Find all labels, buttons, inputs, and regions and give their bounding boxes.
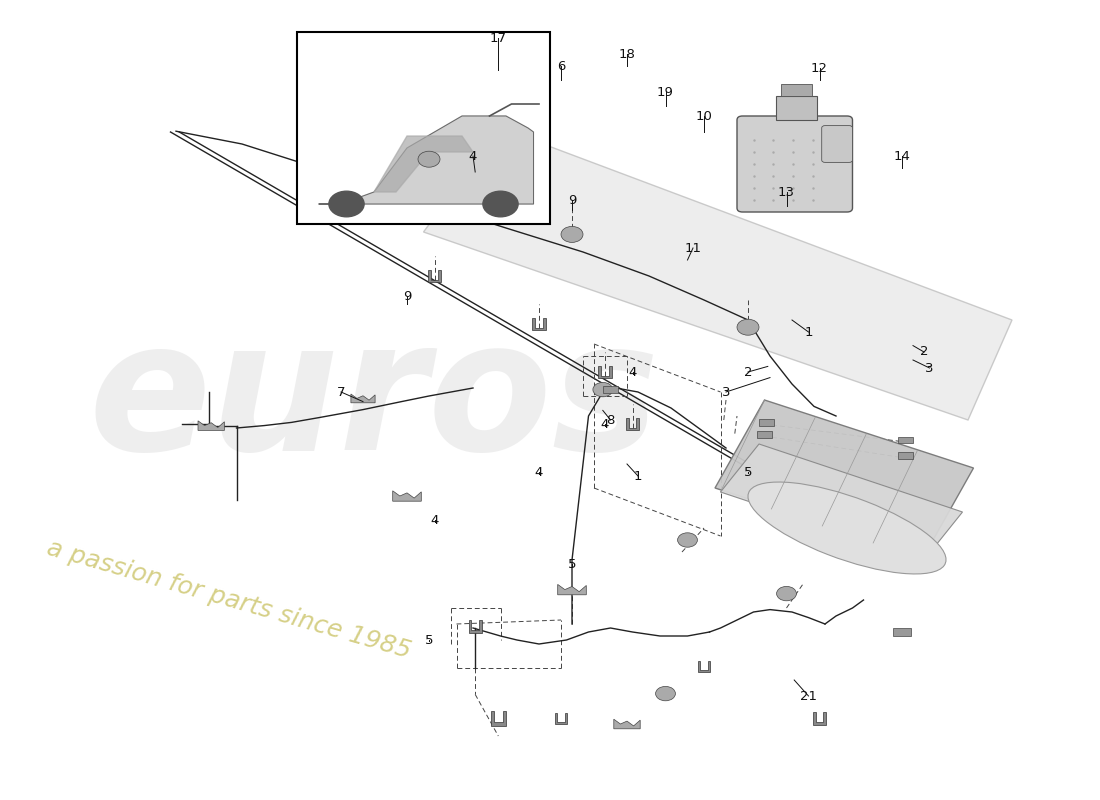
Polygon shape bbox=[351, 394, 375, 403]
Text: 4: 4 bbox=[535, 466, 543, 478]
Polygon shape bbox=[813, 712, 826, 725]
Text: 3: 3 bbox=[722, 386, 730, 398]
Text: 3: 3 bbox=[925, 362, 934, 374]
Text: 11: 11 bbox=[684, 242, 702, 254]
FancyBboxPatch shape bbox=[737, 116, 852, 212]
Polygon shape bbox=[428, 270, 441, 282]
Polygon shape bbox=[198, 421, 224, 430]
Text: 9: 9 bbox=[403, 290, 411, 302]
Circle shape bbox=[656, 686, 675, 701]
Polygon shape bbox=[558, 584, 586, 595]
Text: 7: 7 bbox=[337, 386, 345, 398]
Polygon shape bbox=[598, 366, 612, 378]
Polygon shape bbox=[374, 136, 473, 192]
Text: 19: 19 bbox=[657, 86, 674, 98]
Text: 4: 4 bbox=[430, 514, 439, 526]
Polygon shape bbox=[626, 418, 639, 430]
Bar bbox=[759, 419, 774, 426]
Text: a passion for parts since 1985: a passion for parts since 1985 bbox=[44, 537, 414, 663]
Text: 8: 8 bbox=[606, 414, 615, 426]
Text: 2: 2 bbox=[920, 346, 928, 358]
Polygon shape bbox=[715, 400, 974, 556]
Text: 6: 6 bbox=[557, 60, 565, 73]
Bar bbox=[898, 452, 913, 458]
Text: 5: 5 bbox=[425, 634, 433, 646]
Text: 1: 1 bbox=[804, 326, 813, 338]
Bar bbox=[893, 628, 911, 636]
Text: 5: 5 bbox=[568, 558, 576, 570]
Bar bbox=[757, 431, 772, 438]
Text: 1: 1 bbox=[634, 470, 642, 482]
Polygon shape bbox=[424, 128, 1012, 420]
Text: 10: 10 bbox=[695, 110, 713, 122]
Circle shape bbox=[593, 382, 613, 397]
Text: 2: 2 bbox=[744, 366, 752, 378]
Polygon shape bbox=[698, 661, 711, 672]
Circle shape bbox=[737, 319, 759, 335]
Text: 13: 13 bbox=[778, 186, 795, 198]
FancyBboxPatch shape bbox=[822, 126, 853, 162]
Ellipse shape bbox=[748, 482, 946, 574]
Circle shape bbox=[777, 586, 796, 601]
Circle shape bbox=[561, 226, 583, 242]
Polygon shape bbox=[319, 116, 534, 204]
Polygon shape bbox=[469, 620, 482, 633]
Circle shape bbox=[329, 191, 364, 217]
Polygon shape bbox=[720, 444, 962, 560]
Text: 4: 4 bbox=[628, 366, 637, 378]
Bar bbox=[776, 96, 817, 120]
Text: 18: 18 bbox=[618, 48, 636, 61]
Bar bbox=[297, 32, 550, 224]
Text: 4: 4 bbox=[601, 418, 609, 430]
Polygon shape bbox=[491, 711, 506, 726]
Bar bbox=[781, 84, 812, 96]
Polygon shape bbox=[532, 318, 546, 330]
Text: 4: 4 bbox=[469, 150, 477, 162]
Text: 9: 9 bbox=[568, 194, 576, 206]
Bar bbox=[603, 386, 618, 393]
Polygon shape bbox=[614, 719, 640, 729]
Circle shape bbox=[483, 191, 518, 217]
Bar bbox=[898, 437, 913, 443]
Circle shape bbox=[418, 151, 440, 167]
Text: euros: euros bbox=[88, 312, 659, 488]
Text: 5: 5 bbox=[744, 466, 752, 478]
Polygon shape bbox=[556, 713, 568, 725]
Text: 21: 21 bbox=[800, 690, 817, 702]
Text: 14: 14 bbox=[893, 150, 911, 162]
Polygon shape bbox=[393, 490, 421, 501]
Text: 17: 17 bbox=[490, 32, 507, 45]
Text: 12: 12 bbox=[811, 62, 828, 74]
Circle shape bbox=[678, 533, 697, 547]
